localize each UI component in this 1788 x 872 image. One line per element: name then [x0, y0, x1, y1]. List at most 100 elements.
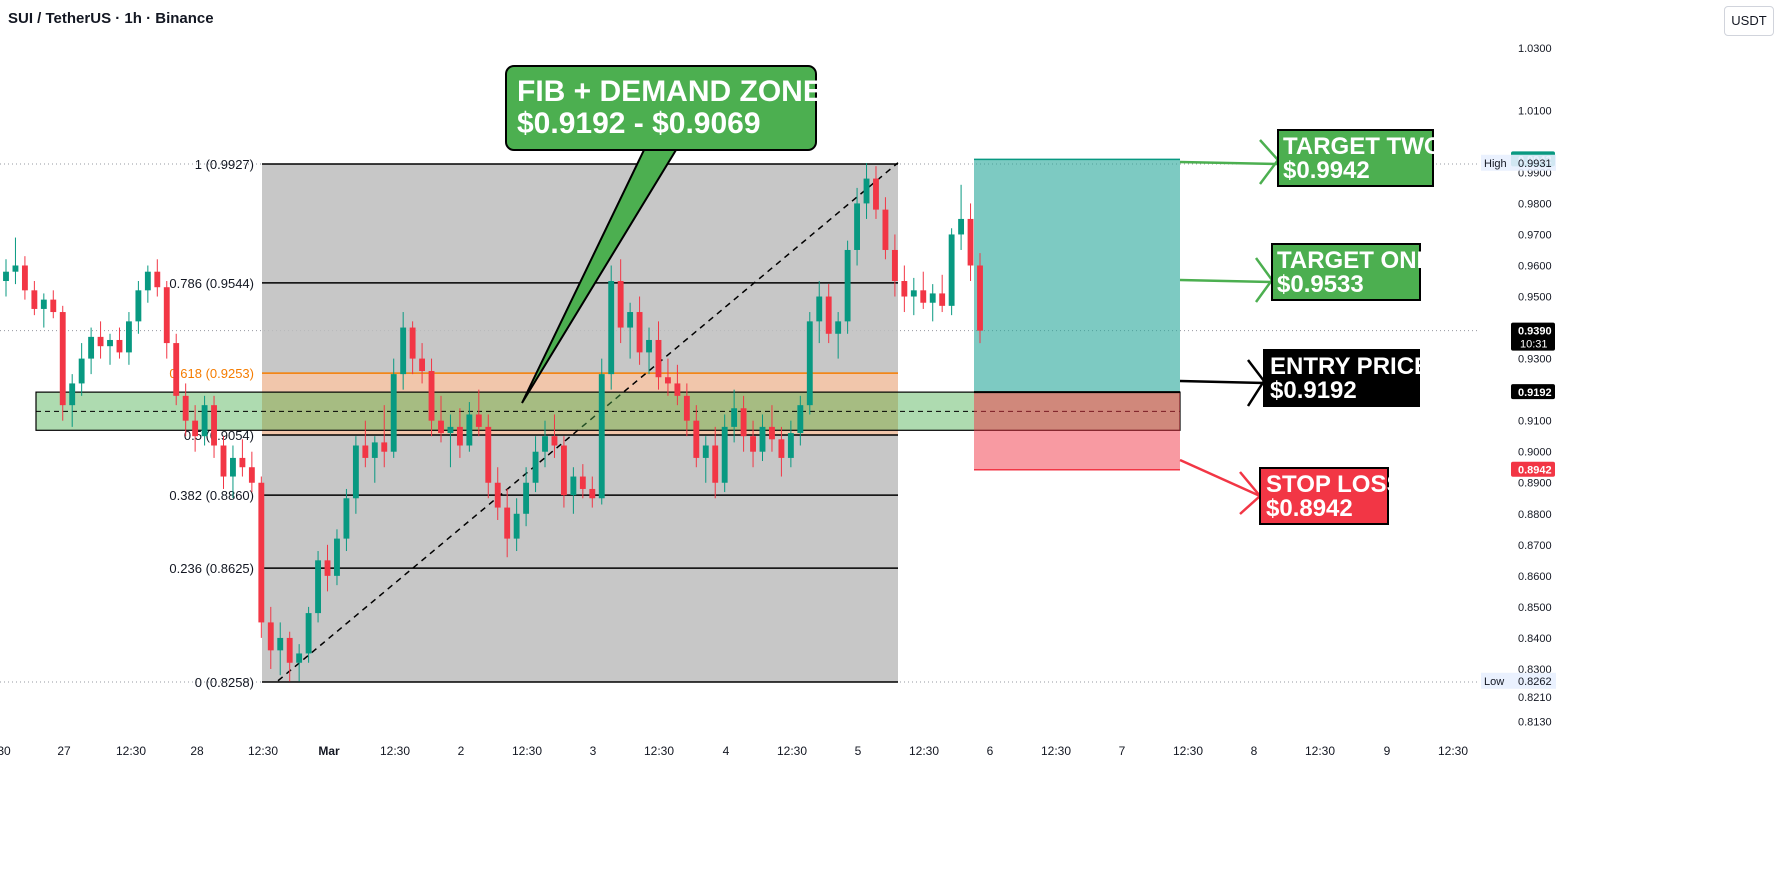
- x-tick-label: 12:30: [1305, 744, 1335, 758]
- stop-zone: [974, 392, 1180, 470]
- callout-target-two: TARGET TWO$0.9942: [1277, 129, 1443, 187]
- currency-button[interactable]: USDT: [1724, 6, 1774, 36]
- x-tick-label: Mar: [318, 744, 340, 758]
- fib-level-label: 0 (0.8258): [195, 675, 254, 690]
- candle: [59, 305, 66, 421]
- y-tick-label: 0.8130: [1518, 717, 1552, 729]
- candle: [579, 464, 586, 499]
- x-tick-label: 12:30: [248, 744, 278, 758]
- candle: [428, 358, 435, 437]
- candle: [438, 395, 444, 443]
- candle: [296, 644, 303, 682]
- fib-trend-line: [277, 162, 899, 682]
- candle: [560, 436, 567, 508]
- candle: [211, 395, 217, 458]
- callout-entry: ENTRY PRICE$0.9192: [1263, 349, 1430, 407]
- candle: [163, 281, 170, 359]
- candle: [627, 302, 634, 359]
- candle: [617, 259, 624, 344]
- candle: [513, 498, 520, 552]
- trade-zones: [35, 158, 1181, 471]
- candle: [523, 467, 530, 527]
- x-tick-label: 12:30: [909, 744, 939, 758]
- y-tick-label: 0.8900: [1518, 478, 1552, 490]
- candle: [371, 436, 378, 483]
- candle: [258, 476, 265, 638]
- candle: [475, 389, 482, 437]
- candle: [948, 228, 955, 316]
- callouts: FIB + DEMAND ZONE$0.9192 - $0.9069 TARGET…: [505, 65, 1443, 525]
- price-label-text: 0.9192: [1518, 387, 1552, 399]
- candle: [882, 197, 889, 260]
- candle: [797, 395, 804, 446]
- candle: [759, 414, 766, 462]
- x-tick-label: 12:30: [644, 744, 674, 758]
- candle: [646, 327, 652, 375]
- y-tick-label: 0.9300: [1518, 354, 1552, 366]
- y-tick-label: 1.0300: [1518, 43, 1552, 55]
- price-label: 0.8942: [1511, 461, 1555, 477]
- fib-level-label: 1 (0.9927): [195, 157, 254, 172]
- x-tick-label: 12:30: [1438, 744, 1468, 758]
- candle: [873, 166, 879, 219]
- candle: [50, 290, 57, 319]
- y-tick-label: 0.9700: [1518, 229, 1552, 241]
- candle: [305, 606, 312, 663]
- callout-line2: $0.8942: [1266, 495, 1353, 522]
- candle: [636, 296, 643, 365]
- x-tick-label: 30: [0, 744, 11, 758]
- candle: [542, 420, 548, 468]
- candle: [854, 187, 860, 266]
- candle: [693, 405, 700, 468]
- callout-line1: FIB + DEMAND ZONE: [517, 75, 823, 108]
- candle: [324, 544, 331, 592]
- y-tick-label: 0.8210: [1518, 692, 1552, 704]
- y-tick-label: 0.8800: [1518, 509, 1552, 521]
- candle: [230, 445, 236, 499]
- candle: [400, 312, 407, 390]
- x-tick-label: 12:30: [1173, 744, 1203, 758]
- candle: [135, 281, 142, 334]
- candle: [220, 436, 227, 489]
- candles: [3, 163, 983, 682]
- x-tick-label: 5: [855, 744, 862, 758]
- callout-stop: STOP LOSS$0.8942: [1259, 467, 1403, 525]
- candle: [390, 358, 397, 458]
- target-two-arrowhead: [1259, 139, 1280, 185]
- y-tick-label: 0.8400: [1518, 633, 1552, 645]
- candle: [816, 281, 823, 344]
- x-tick-label: 12:30: [116, 744, 146, 758]
- y-tick-label: 0.9100: [1518, 416, 1552, 428]
- callout-line1: TARGET TWO: [1283, 133, 1443, 160]
- y-tick-label: 0.9500: [1518, 292, 1552, 304]
- candle: [589, 476, 596, 508]
- y-tick-label: 0.9000: [1518, 447, 1552, 459]
- x-tick-label: 8: [1251, 744, 1258, 758]
- candle: [419, 343, 426, 384]
- candle: [40, 293, 47, 328]
- price-label: 0.9192: [1511, 384, 1555, 400]
- target-one-arrow: [1179, 278, 1273, 284]
- candle: [551, 414, 558, 458]
- x-tick-label: 3: [590, 744, 597, 758]
- candle: [532, 436, 539, 493]
- callout-line2: $0.9192 - $0.9069: [517, 107, 761, 140]
- price-label-text: 0.9390: [1518, 326, 1552, 338]
- x-tick-label: 12:30: [512, 744, 542, 758]
- candle: [173, 333, 180, 406]
- candle: [362, 420, 369, 468]
- candle: [334, 529, 340, 586]
- x-tick-label: 12:30: [1041, 744, 1071, 758]
- price-label-text: 0.8262: [1518, 676, 1552, 688]
- candle: [485, 414, 492, 499]
- candle: [107, 333, 113, 365]
- price-axis: 1.03001.01000.99000.98000.97000.96000.95…: [1481, 43, 1556, 729]
- fib-618-band: [262, 373, 898, 435]
- price-label-prefix: High: [1484, 158, 1507, 170]
- candle: [891, 234, 898, 297]
- candle: [901, 265, 908, 313]
- fib-level-label: 0.618 (0.9253): [169, 366, 254, 381]
- fib-retracement: 1 (0.9927) 0.786 (0.9544) 0.618 (0.9253) 0.…: [169, 157, 899, 690]
- x-tick-label: 6: [987, 744, 994, 758]
